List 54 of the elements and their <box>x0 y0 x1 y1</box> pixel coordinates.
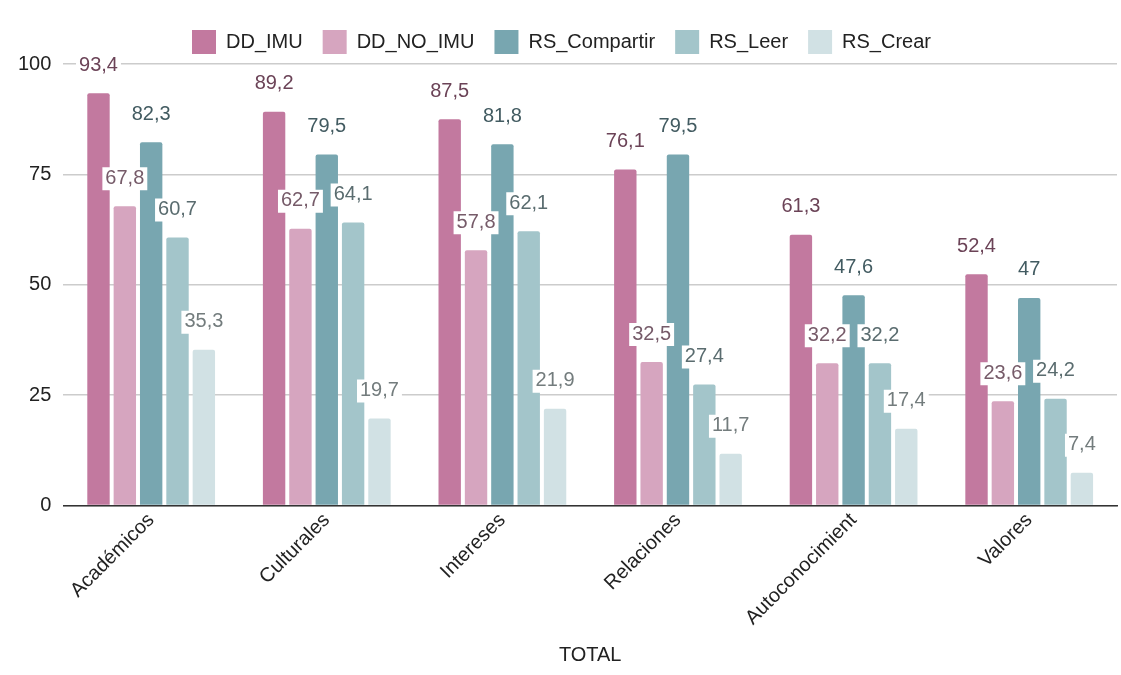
data-label: 52,4 <box>957 233 996 256</box>
data-label: 47 <box>1018 257 1041 280</box>
data-label: 67,8 <box>105 165 145 188</box>
bar <box>640 362 663 505</box>
data-label: 57,8 <box>456 209 496 232</box>
legend-label: RS_Leer <box>709 29 789 53</box>
bar <box>1044 398 1067 505</box>
data-label: 17,4 <box>886 388 926 411</box>
data-label: 47,6 <box>834 254 874 277</box>
data-label: 82,3 <box>131 101 171 124</box>
data-label: 24,2 <box>1036 358 1076 381</box>
data-label: 35,3 <box>184 309 224 332</box>
legend-label: RS_Crear <box>842 29 932 53</box>
data-label: 7,4 <box>1067 432 1096 455</box>
bar <box>991 401 1015 505</box>
data-label: 32,2 <box>860 322 900 345</box>
y-tick-label: 0 <box>40 492 52 515</box>
y-tick-label: 100 <box>17 51 52 74</box>
data-label: 76,1 <box>605 129 645 152</box>
bar <box>1070 472 1094 505</box>
x-axis-title: TOTAL <box>558 642 622 665</box>
data-label: 61,3 <box>781 194 821 217</box>
data-label: 60,7 <box>158 197 197 220</box>
y-tick-label: 25 <box>29 382 52 405</box>
data-label: 21,9 <box>535 368 575 391</box>
legend-label: DD_NO_IMU <box>356 29 475 53</box>
data-label: 62,1 <box>509 190 549 213</box>
data-label: 79,5 <box>307 114 347 137</box>
data-label: 64,1 <box>333 182 373 205</box>
y-tick-label: 75 <box>29 161 52 184</box>
data-label: 93,4 <box>79 52 118 75</box>
data-label: 27,4 <box>684 344 724 367</box>
data-label: 11,7 <box>711 413 750 436</box>
bar <box>289 228 312 505</box>
data-label: 79,5 <box>658 114 698 137</box>
bar <box>895 428 918 505</box>
data-label: 81,8 <box>482 103 522 126</box>
data-label: 32,2 <box>807 322 847 345</box>
data-label: 32,5 <box>632 321 672 344</box>
bar <box>192 349 216 505</box>
data-label: 62,7 <box>280 188 320 211</box>
data-label: 89,2 <box>254 71 294 94</box>
legend-label: DD_IMU <box>225 29 303 53</box>
bar <box>719 453 742 505</box>
bar <box>816 363 839 505</box>
y-tick-label: 50 <box>29 272 52 295</box>
bar <box>368 418 391 505</box>
data-label: 19,7 <box>359 378 399 401</box>
legend-label: RS_Compartir <box>528 29 656 53</box>
data-label: 87,5 <box>430 78 470 101</box>
bar <box>543 408 567 505</box>
bar <box>464 250 488 505</box>
data-label: 23,6 <box>983 360 1023 383</box>
bar <box>113 206 137 505</box>
